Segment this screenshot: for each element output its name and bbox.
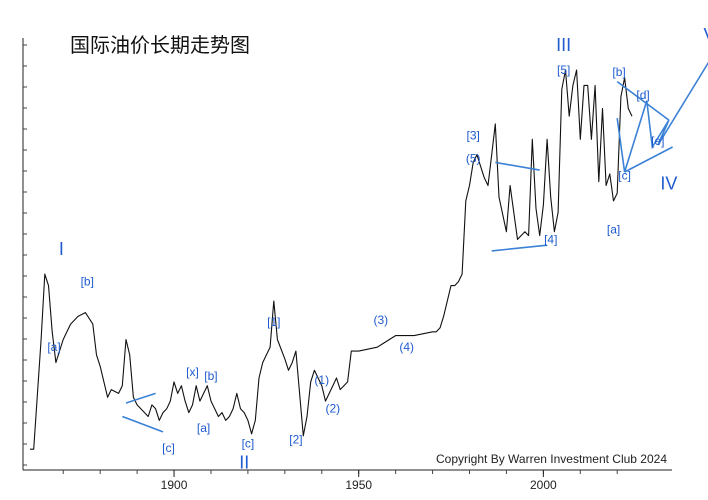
wave-label: III — [556, 35, 571, 55]
wave-label: II — [239, 452, 249, 472]
x-axis-minor-ticks — [62, 470, 618, 474]
wave-i-upper-channel-line — [125, 392, 156, 404]
wave-label: (5) — [466, 151, 481, 165]
wave-label: [c] — [162, 441, 175, 455]
wave-label: (3) — [374, 313, 389, 327]
x-tick-label: 1900 — [161, 478, 188, 492]
wave-label: (4) — [399, 340, 414, 354]
wave-label: I — [59, 239, 64, 259]
wave-label: (1) — [314, 373, 329, 387]
y-axis-ticks — [23, 44, 27, 466]
wave-label: [x] — [186, 365, 199, 379]
x-tick-label: 2000 — [530, 478, 557, 492]
wave-i-lower-channel-line — [122, 415, 164, 433]
wave-label: [2] — [289, 432, 302, 446]
wave-iii-triangle-lower-line — [491, 244, 548, 252]
wave-label: [b] — [612, 65, 625, 79]
wave-iv-lower-trendline — [624, 146, 673, 173]
wave-label: [e] — [651, 134, 664, 148]
price-series-group — [30, 69, 633, 450]
wave-label: V — [704, 25, 708, 45]
pattern-lines-group — [122, 61, 708, 433]
wave-label: [b] — [204, 369, 217, 383]
wave-label: [3] — [467, 128, 480, 142]
wave-iv-upper-trendline — [616, 80, 670, 121]
x-axis-ticks: 1900 1950 2000 — [161, 470, 557, 492]
wave-label: [d] — [636, 88, 649, 102]
wave-iii-triangle-upper-line — [495, 161, 540, 171]
copyright-text: Copyright By Warren Investment Club 2024 — [436, 452, 667, 466]
wave-label: IV — [660, 173, 677, 193]
wave-label: [b] — [81, 275, 94, 289]
wave-label: [1] — [267, 315, 280, 329]
wave-label: [5] — [557, 63, 570, 77]
x-tick-label: 1950 — [345, 478, 372, 492]
wave-label: (2) — [326, 402, 341, 416]
chart-title: 国际油价长期走势图 — [70, 33, 250, 57]
wave-label: [4] — [544, 232, 557, 246]
wave-label: [a] — [197, 421, 210, 435]
wave-label: [c] — [242, 436, 255, 450]
wave-label: [c] — [618, 169, 631, 183]
wave-iv-projection-path — [616, 61, 708, 173]
wave-label: [a] — [47, 340, 60, 354]
wave-labels-group: I [a] [b] [c] [x] [b] [a] [c] II [1] [2] (1) (2) (3) (… — [47, 25, 708, 472]
wave-label: [a] — [607, 223, 620, 237]
price-series-line — [30, 69, 633, 450]
